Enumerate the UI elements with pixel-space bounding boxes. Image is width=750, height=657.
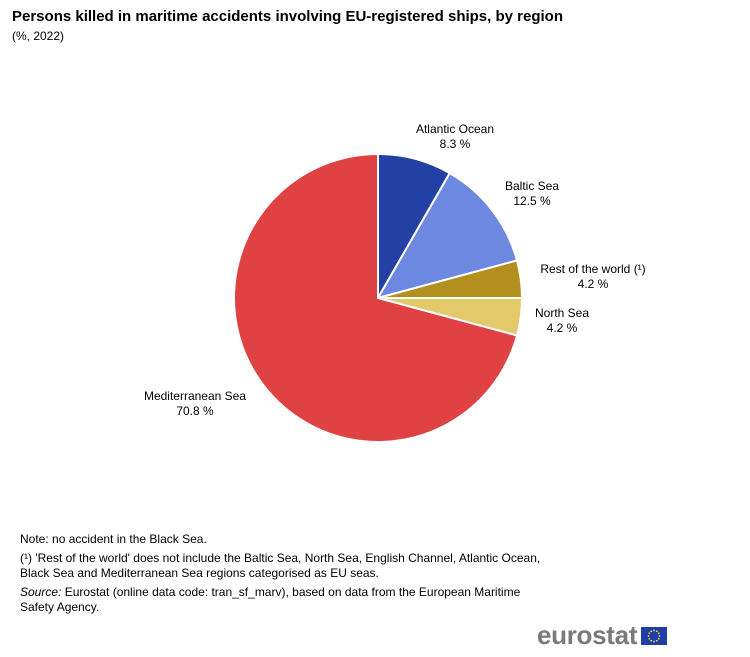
pie-slices [232,152,524,443]
slice-value-label: 4.2 % [578,277,609,291]
slice-category-label: Atlantic Ocean [416,122,494,136]
notes-section: Note: no accident in the Black Sea. (¹) … [20,532,550,615]
slice-category-label: Mediterranean Sea [144,389,246,403]
source-label: Source: [20,585,62,599]
flag-star [656,630,658,633]
logo-text: eurostat [537,619,638,650]
flag-star [656,639,658,642]
flag-star [648,637,651,640]
slice-category-label: Baltic Sea [505,179,559,193]
slice-value-label: 12.5 % [513,194,551,208]
flag-star [647,635,650,637]
flag-star [658,635,661,637]
eu-flag-icon [641,627,668,645]
eu-flag-stars [647,629,661,643]
slice-category-label: Rest of the world (¹) [540,262,645,276]
flag-star [653,640,656,643]
flag-star [650,639,653,642]
flag-star [650,630,653,633]
source-detail: Eurostat (online data code: tran_sf_marv… [20,585,521,614]
slice-value-label: 70.8 % [176,404,214,418]
slice-value-label: 4.2 % [547,321,578,335]
chart-subtitle: (%, 2022) [12,29,65,43]
pie-slice-2 [375,171,519,300]
footnote-text: (¹) 'Rest of the world' does not include… [20,551,541,580]
flag-star [648,632,651,635]
pie-slice-5 [232,152,519,443]
eurostat-logo: eurostat [537,619,668,650]
flag-star [658,637,660,640]
slice-value-label: 8.3 % [440,137,471,151]
flag-star [658,632,660,635]
flag-star [653,629,656,632]
note-text: Note: no accident in the Black Sea. [20,532,207,546]
slice-category-label: North Sea [535,306,589,320]
source-text: Source: Eurostat (online data code: tran… [20,585,550,615]
chart-title: Persons killed in maritime accidents inv… [12,8,563,25]
